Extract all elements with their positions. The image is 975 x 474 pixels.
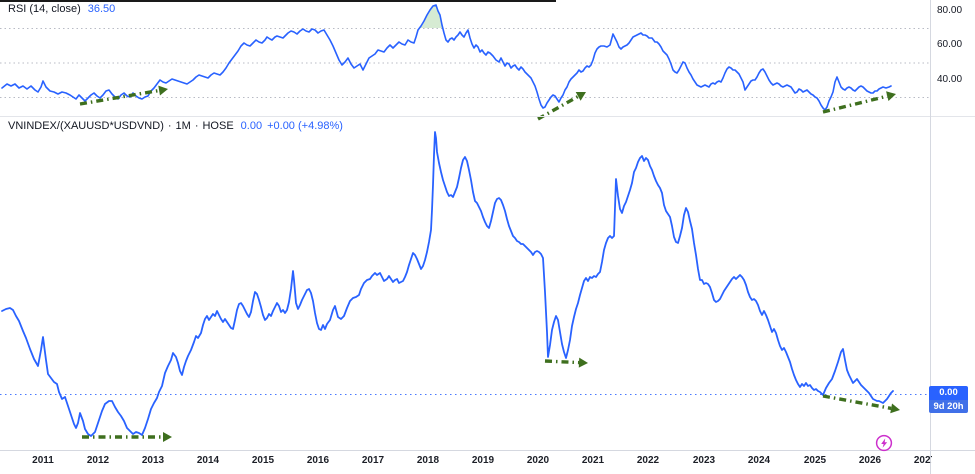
time-axis[interactable]: 2011 2012 2013 2014 2015 2016 2017 2018 2019 2020… xyxy=(0,454,932,470)
lightning-bolt-icon xyxy=(881,438,888,448)
symbol-name: VNINDEX/(XAUUSD*USDVND) xyxy=(8,120,164,132)
rsi-legend-title: RSI (14, close) xyxy=(8,3,81,15)
time-axis-year-label: 2016 xyxy=(306,455,330,466)
current-price-value: 0.00 xyxy=(929,386,968,400)
time-axis-year-label: 2026 xyxy=(858,455,882,466)
symbol-last-price: 0.00 xyxy=(240,120,263,132)
time-axis-year-label: 2011 xyxy=(32,455,54,466)
time-axis-year-label: 2012 xyxy=(86,455,110,466)
time-axis-year-label: 2021 xyxy=(581,455,605,466)
rsi-legend-value: 36.50 xyxy=(87,3,116,15)
time-axis-year-label: 2022 xyxy=(636,455,660,466)
time-axis-year-label: 2024 xyxy=(747,455,771,466)
legend-separator: · xyxy=(167,120,172,132)
flash-boost-icon[interactable] xyxy=(875,434,893,452)
symbol-interval: 1M xyxy=(175,120,191,132)
current-price-badge[interactable]: 0.00 9d 20h xyxy=(929,386,968,413)
rsi-axis-label: 80.00 xyxy=(937,5,963,16)
legend-separator: · xyxy=(194,120,199,132)
time-axis-year-label: 2014 xyxy=(196,455,220,466)
time-axis-year-label: 2025 xyxy=(803,455,827,466)
rsi-axis-label: 40.00 xyxy=(937,74,963,85)
rsi-legend: RSI (14, close) 36.50 xyxy=(8,3,115,15)
time-axis-year-label: 2013 xyxy=(141,455,165,466)
time-axis-year-label: 2020 xyxy=(526,455,550,466)
time-axis-year-label: 2015 xyxy=(251,455,275,466)
symbol-change: +0.00 (+4.98%) xyxy=(267,120,343,132)
symbol-exchange: HOSE xyxy=(202,120,234,132)
time-axis-year-label: 2019 xyxy=(471,455,495,466)
time-axis-year-label: 2027 xyxy=(913,455,932,466)
time-axis-year-label: 2017 xyxy=(361,455,385,466)
time-axis-year-label: 2018 xyxy=(416,455,440,466)
rsi-axis-label: 60.00 xyxy=(937,39,963,50)
bar-countdown: 9d 20h xyxy=(929,399,968,413)
time-axis-year-label: 2023 xyxy=(692,455,716,466)
symbol-legend: VNINDEX/(XAUUSD*USDVND) · 1M · HOSE 0.00 +0.00… xyxy=(8,120,343,132)
